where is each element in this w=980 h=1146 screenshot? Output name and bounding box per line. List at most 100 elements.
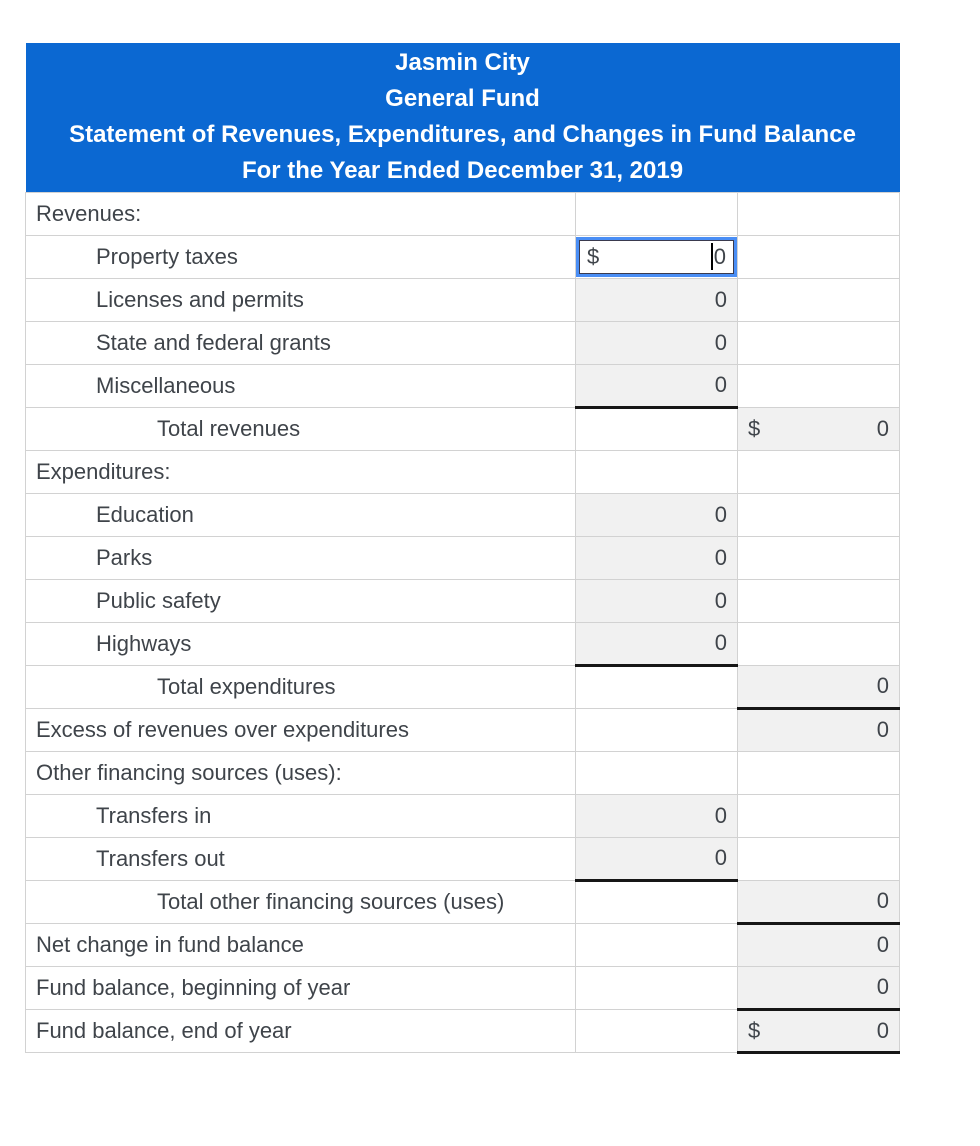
dollar-sign: $ — [748, 415, 761, 441]
amount-field-excess-of-revenues-over-expenditures[interactable]: 0 — [736, 707, 901, 752]
row-label-revenues: Revenues: — [25, 191, 576, 236]
table-row: Fund balance, end of year $0 — [25, 1008, 901, 1054]
statement-header: Jasmin City General Fund Statement of Re… — [25, 43, 900, 192]
table-row: Property taxes $0 — [25, 234, 901, 279]
table-row: Education 0 — [25, 492, 901, 537]
entity-name: Jasmin City — [395, 49, 530, 77]
amount-value: 0 — [714, 845, 727, 870]
amount-field-net-change-in-fund-balance[interactable]: 0 — [736, 922, 901, 967]
row-label-highways: Highways — [25, 621, 576, 666]
fund-name: General Fund — [385, 85, 540, 113]
amount-field-miscellaneous[interactable]: 0 — [575, 363, 738, 409]
empty-cell — [736, 621, 901, 666]
amount-field-licenses-and-permits[interactable]: 0 — [575, 277, 738, 322]
amount-value: 0 — [876, 974, 890, 999]
empty-cell — [575, 879, 738, 924]
empty-cell — [736, 578, 901, 623]
empty-cell — [575, 406, 738, 451]
empty-cell — [575, 707, 738, 752]
amount-field-total-expenditures[interactable]: 0 — [736, 664, 901, 710]
row-label-property-taxes: Property taxes — [25, 234, 576, 279]
amount-value: 0 — [876, 932, 890, 957]
row-label-licenses-and-permits: Licenses and permits — [25, 277, 576, 322]
row-label-other-financing-sources-uses: Other financing sources (uses): — [25, 750, 576, 795]
amount-field-total-other-financing-sources-uses[interactable]: 0 — [736, 879, 901, 925]
empty-cell — [736, 191, 901, 236]
row-label-total-expenditures: Total expenditures — [25, 664, 576, 709]
empty-cell — [736, 234, 901, 279]
empty-cell — [575, 922, 738, 967]
empty-cell — [736, 363, 901, 408]
empty-cell — [736, 750, 901, 795]
empty-cell — [736, 836, 901, 881]
empty-cell — [736, 535, 901, 580]
table-row: State and federal grants 0 — [25, 320, 901, 365]
table-row: Total other financing sources (uses) 0 — [25, 879, 901, 925]
empty-cell — [575, 449, 738, 494]
amount-field-parks[interactable]: 0 — [575, 535, 738, 580]
amount-value: 0 — [876, 1017, 890, 1043]
row-label-net-change-in-fund-balance: Net change in fund balance — [25, 922, 576, 967]
table-row: Highways 0 — [25, 621, 901, 667]
empty-cell — [736, 320, 901, 365]
empty-cell — [736, 277, 901, 322]
empty-cell — [575, 664, 738, 709]
amount-field-education[interactable]: 0 — [575, 492, 738, 537]
amount-field-fund-balance-end-of-year[interactable]: $0 — [736, 1008, 901, 1054]
row-label-expenditures: Expenditures: — [25, 449, 576, 494]
amount-value: 0 — [714, 329, 727, 355]
amount-value: 0 — [714, 802, 727, 828]
amount-value: 0 — [876, 673, 890, 698]
row-label-public-safety: Public safety — [25, 578, 576, 623]
table-row: Miscellaneous 0 — [25, 363, 901, 409]
statement-period: For the Year Ended December 31, 2019 — [241, 157, 684, 185]
amount-value: 0 — [876, 415, 890, 441]
empty-cell — [575, 750, 738, 795]
table-row: Net change in fund balance 0 — [25, 922, 901, 967]
amount-input-property-taxes[interactable]: $0 — [576, 236, 737, 277]
text-caret — [710, 243, 713, 270]
table-row: Fund balance, beginning of year 0 — [25, 965, 901, 1011]
amount-field-state-and-federal-grants[interactable]: 0 — [575, 320, 738, 365]
dollar-sign: $ — [748, 1017, 761, 1043]
table-row: Public safety 0 — [25, 578, 901, 623]
empty-cell — [736, 793, 901, 838]
amount-value: 0 — [714, 630, 727, 655]
amount-value: 0 — [714, 286, 727, 312]
amount-value: 0 — [876, 717, 890, 742]
row-label-state-and-federal-grants: State and federal grants — [25, 320, 576, 365]
amount-field-public-safety[interactable]: 0 — [575, 578, 738, 623]
empty-cell — [736, 449, 901, 494]
amount-value: 0 — [714, 372, 727, 397]
amount-field-highways[interactable]: 0 — [575, 621, 738, 667]
amount-value: 0 — [876, 888, 890, 913]
amount-field-total-revenues[interactable]: $0 — [736, 406, 901, 451]
row-label-parks: Parks — [25, 535, 576, 580]
table-row: Licenses and permits 0 — [25, 277, 901, 322]
empty-cell — [575, 191, 738, 236]
table-row: Total revenues $0 — [25, 406, 901, 451]
table-row: Excess of revenues over expenditures 0 — [25, 707, 901, 752]
table-row: Parks 0 — [25, 535, 901, 580]
dollar-sign: $ — [587, 243, 600, 269]
table-row: Expenditures: — [25, 449, 901, 494]
empty-cell — [575, 1008, 738, 1053]
amount-value: 0 — [713, 243, 726, 269]
table-row: Total expenditures 0 — [25, 664, 901, 710]
table-row: Transfers in 0 — [25, 793, 901, 838]
statement-title: Statement of Revenues, Expenditures, and… — [69, 121, 856, 149]
amount-field-transfers-out[interactable]: 0 — [575, 836, 738, 882]
amount-field-fund-balance-beginning-of-year[interactable]: 0 — [736, 965, 901, 1011]
amount-value: 0 — [714, 501, 727, 527]
empty-cell — [575, 965, 738, 1010]
row-label-total-revenues: Total revenues — [25, 406, 576, 451]
row-label-miscellaneous: Miscellaneous — [25, 363, 576, 408]
fund-balance-statement-table: Jasmin City General Fund Statement of Re… — [25, 43, 901, 1054]
amount-field-transfers-in[interactable]: 0 — [575, 793, 738, 838]
row-label-transfers-in: Transfers in — [25, 793, 576, 838]
row-label-fund-balance-end-of-year: Fund balance, end of year — [25, 1008, 576, 1053]
row-label-fund-balance-beginning-of-year: Fund balance, beginning of year — [25, 965, 576, 1010]
amount-value: 0 — [714, 587, 727, 613]
row-label-total-other-financing-sources-uses: Total other financing sources (uses) — [25, 879, 576, 924]
statement-header-row: Jasmin City General Fund Statement of Re… — [25, 43, 900, 192]
